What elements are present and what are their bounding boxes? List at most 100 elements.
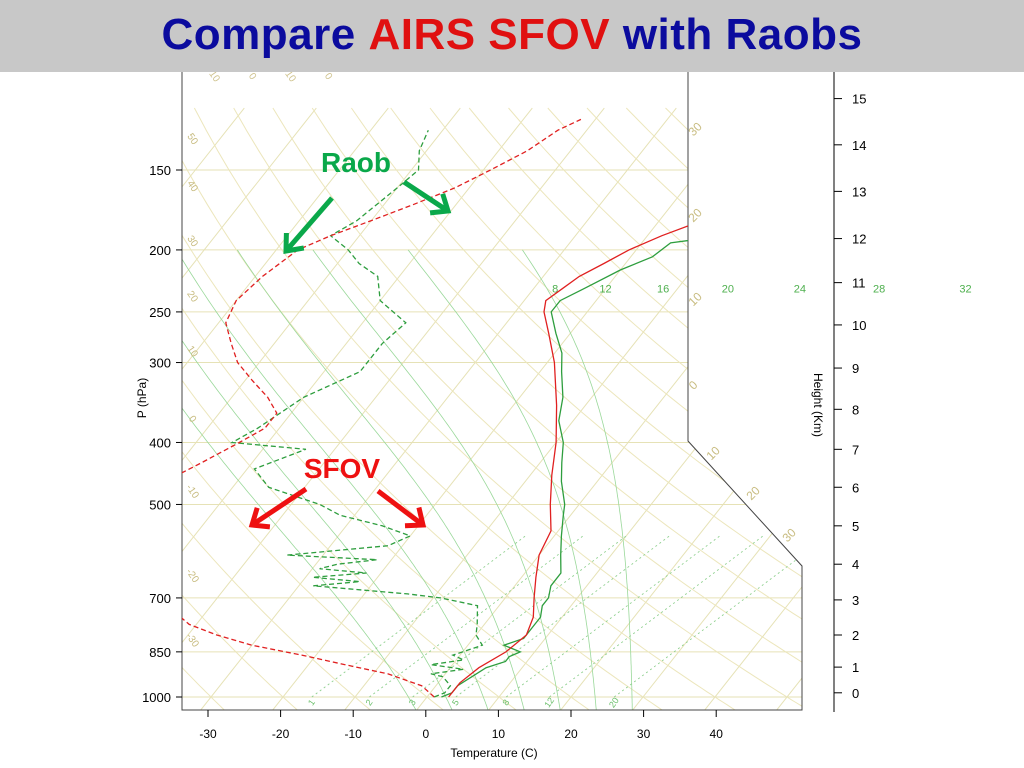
dry-adiabat-label: -30 <box>183 631 201 650</box>
isotherm-line <box>631 107 802 710</box>
isotherm-line <box>182 107 317 710</box>
height-tick-label: 1 <box>852 660 859 675</box>
boundary-label: 10 <box>703 443 723 463</box>
page-title: Compare AIRS SFOV with Raobs <box>161 9 862 61</box>
dry-adiabat-label: 10 <box>184 344 200 360</box>
x-tick-label: -20 <box>272 727 290 741</box>
height-tick-label: 14 <box>852 138 866 153</box>
moist-adiabat-line <box>236 249 525 710</box>
isotherm-line <box>848 108 1024 711</box>
height-tick-label: 11 <box>852 276 866 291</box>
height-tick-label: 0 <box>852 686 859 701</box>
top-edge-label: 0 <box>322 72 334 82</box>
dry-adiabat-line <box>390 107 802 710</box>
dry-adiabat-line <box>311 107 802 710</box>
isotherm-line <box>182 107 389 710</box>
dry-adiabat-line <box>182 107 445 710</box>
dry-adiabat-line <box>862 108 1024 711</box>
height-tick-label: 7 <box>852 442 859 457</box>
plot-frame <box>181 72 803 711</box>
moist-adiabat-line <box>522 249 633 710</box>
p-tick-label: 400 <box>149 435 171 450</box>
top-edge-label: 0 <box>246 72 258 82</box>
inset-mixing-ratio-label: 3 <box>407 698 418 708</box>
dry-adiabat-line <box>743 107 802 710</box>
dry-adiabat-line <box>182 107 226 710</box>
dry-adiabat-line <box>547 107 802 710</box>
top-edge-label: 10 <box>282 72 298 85</box>
height-tick-label: 13 <box>852 184 866 199</box>
x-tick-label: -10 <box>345 727 363 741</box>
dry-adiabat-label: -10 <box>183 483 201 502</box>
x-tick-label: 10 <box>492 727 506 741</box>
height-tick-label: 15 <box>852 92 866 107</box>
sfov-arrow-left-head <box>248 507 271 530</box>
x-tick-label: 0 <box>422 727 429 741</box>
inset-mixing-ratio-label: 20 <box>607 696 621 710</box>
sfov-arrow-right <box>376 489 425 527</box>
isotherm-line <box>182 107 245 710</box>
moist-adiabat-line <box>312 249 561 710</box>
moist-adiabat-line <box>182 249 453 710</box>
title-bar: Compare AIRS SFOV with Raobs <box>0 0 1024 72</box>
mixing-ratio-label: 24 <box>794 284 806 296</box>
isotherm-line <box>0 108 100 711</box>
isotherm-line <box>182 107 533 710</box>
mixing-ratio-label: 8 <box>552 284 558 296</box>
frame-layer <box>176 72 842 717</box>
x-tick-label: 20 <box>564 727 578 741</box>
dry-adiabat-label: 50 <box>184 132 200 148</box>
title-part-with-raobs: with Raobs <box>622 10 863 59</box>
isotherm-line <box>703 107 802 710</box>
p-tick-label: 150 <box>149 163 171 178</box>
dry-adiabat-line <box>901 108 1024 711</box>
height-tick-label: 4 <box>852 557 859 572</box>
height-tick-label: 9 <box>852 361 859 376</box>
height-tick-label: 5 <box>852 519 859 534</box>
y-axis-label: P (hPa) <box>135 378 149 418</box>
height-tick-label: 2 <box>852 628 859 643</box>
isotherm-line <box>487 107 802 710</box>
mixing-ratio-label: 28 <box>873 284 885 296</box>
dry-adiabat-line <box>272 107 802 710</box>
sfov-arrow-right-head <box>404 506 427 529</box>
dry-adiabat-line <box>0 108 152 711</box>
dry-adiabat-line <box>182 107 737 710</box>
height-axis-label: Height (Km) <box>811 373 825 437</box>
inset-mixing-ratio-label: 5 <box>450 698 461 708</box>
p-tick-label: 300 <box>149 356 171 371</box>
x-axis-label: Temperature (C) <box>450 746 537 760</box>
raob-arrow-left-head <box>283 232 305 254</box>
inset-mixing-ratio-label: 2 <box>364 698 375 708</box>
dry-adiabat-line <box>429 107 802 710</box>
raob-arrow-right-head <box>429 193 452 216</box>
isotherm-line <box>343 107 802 710</box>
sfov-annotation-label: SFOV <box>304 453 381 484</box>
dry-adiabat-line <box>182 107 372 710</box>
raob-arrow-left <box>284 196 334 253</box>
isotherm-line <box>199 107 677 710</box>
height-tick-label: 6 <box>852 480 859 495</box>
p-tick-label: 850 <box>149 645 171 660</box>
raob-dewpoint-line <box>229 129 484 698</box>
moist-adiabat-line <box>182 249 489 710</box>
dry-adiabat-line <box>586 107 802 710</box>
dry-adiabat-label: -20 <box>183 567 201 586</box>
x-tick-label: 30 <box>637 727 651 741</box>
height-tick-label: 8 <box>852 402 859 417</box>
p-tick-label: 500 <box>149 497 171 512</box>
dry-adiabat-line <box>193 107 802 710</box>
title-part-compare: Compare <box>161 10 356 59</box>
boundary-label: 30 <box>779 525 799 545</box>
isotherm-line <box>415 107 802 710</box>
dry-adiabat-label: 0 <box>186 414 198 425</box>
inset-mixing-ratio-label: 12 <box>542 696 556 710</box>
inset-mixing-ratio-label: 1 <box>306 698 317 708</box>
isotherm-line <box>182 107 605 710</box>
sfov-arrow-left <box>250 486 308 528</box>
grid-layer <box>0 107 1024 711</box>
p-tick-label: 700 <box>149 591 171 606</box>
mixing-ratio-line <box>412 535 627 698</box>
